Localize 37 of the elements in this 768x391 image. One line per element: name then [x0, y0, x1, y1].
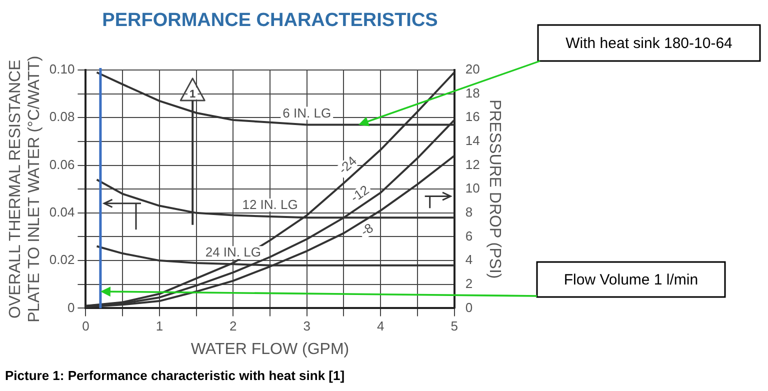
- text: Picture 1: Performance characteristic with heat sink [1]: [5, 368, 345, 383]
- y-tick-label: 0: [67, 300, 75, 315]
- text: -24: [335, 153, 360, 177]
- y2-tick-label: 0: [465, 300, 473, 315]
- y-tick-label: 0.08: [49, 109, 75, 124]
- text: -8: [358, 220, 376, 239]
- y-tick-label: 0.06: [49, 156, 75, 172]
- y-axis-title: OVERALL THERMAL RESISTANCE PLATE TO INLET WATER (°C/WATT): [7, 56, 44, 322]
- x-axis-title: WATER FLOW (GPM): [190, 340, 350, 358]
- y2-tick-label: 4: [465, 252, 473, 268]
- series-label: 12 IN. LG: [242, 197, 298, 212]
- y2-tick-label: 10: [465, 180, 480, 196]
- y2-tick-label: 18: [465, 85, 480, 100]
- y-tick-label: 0.10: [49, 62, 75, 77]
- series-label: 24 IN. LG: [205, 244, 261, 260]
- y2-tick-label: 12: [465, 156, 480, 172]
- chart-title: PERFORMANCE CHARACTERISTICS: [102, 10, 438, 31]
- x-tick-label: 3: [303, 318, 310, 334]
- series-label: 6 IN. LG: [282, 105, 332, 120]
- x-tick-label: 0: [82, 318, 90, 334]
- text: With heat sink 180-10-64: [566, 35, 732, 52]
- x-tick-label: 2: [230, 318, 237, 334]
- y2-tick-label: 2: [465, 276, 473, 291]
- y2-tick-label: 16: [465, 109, 480, 124]
- x-tick-label: 1: [156, 318, 164, 334]
- y2-axis-title: PRESSURE DROP (PSI): [486, 99, 503, 279]
- y2-tick-label: 20: [465, 62, 480, 77]
- text: Flow Volume 1 l/min: [564, 272, 698, 289]
- y-tick-label: 0.02: [49, 252, 75, 268]
- y2-tick-label: 14: [465, 133, 480, 148]
- text: -12: [348, 182, 372, 206]
- y-tick-label: 0.04: [49, 204, 75, 220]
- y2-tick-label: 8: [465, 204, 473, 220]
- y2-tick-label: 6: [465, 228, 473, 244]
- x-tick-label: 5: [450, 318, 458, 334]
- annotation: 1: [190, 88, 196, 100]
- x-tick-label: 4: [376, 318, 384, 334]
